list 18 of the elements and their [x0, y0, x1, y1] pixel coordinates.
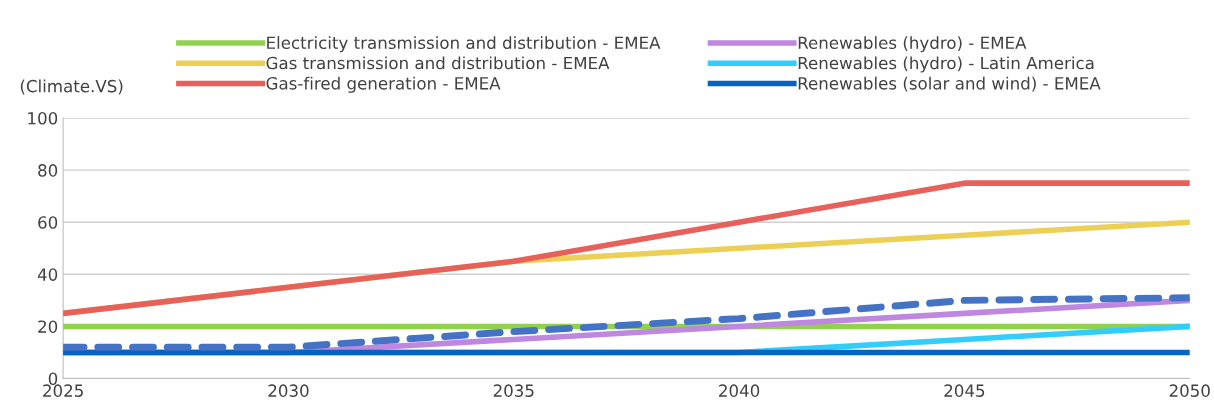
x-tick-label: 2025 — [43, 384, 83, 397]
y-tick-label: 20 — [38, 320, 58, 333]
y-tick-label: 40 — [37, 268, 58, 281]
y-tick-label: 60 — [38, 216, 58, 229]
legend-label: Renewables (solar and wind) - EMEA — [798, 76, 1101, 92]
y-axis-title: (Climate.VS) — [20, 79, 123, 95]
x-tick-label: 2035 — [493, 384, 534, 397]
x-tick-label: 2050 — [1169, 384, 1210, 397]
legend-label: Electricity transmission and distribution - EMEA — [267, 36, 661, 53]
x-tick-label: 2030 — [268, 384, 309, 397]
legend-label: Gas-fired generation - EMEA — [266, 76, 501, 93]
legend-label: Gas transmission and distribution - EMEA — [266, 56, 610, 70]
y-tick-label: 100 — [28, 111, 58, 125]
x-tick-label: 2045 — [944, 384, 985, 397]
legend-label: Renewables (hydro) - Latin America — [798, 56, 1094, 73]
legend-label: Renewables (hydro) - EMEA — [798, 36, 1027, 53]
y-tick-label: 80 — [38, 164, 58, 177]
x-tick-label: 2040 — [719, 384, 760, 397]
